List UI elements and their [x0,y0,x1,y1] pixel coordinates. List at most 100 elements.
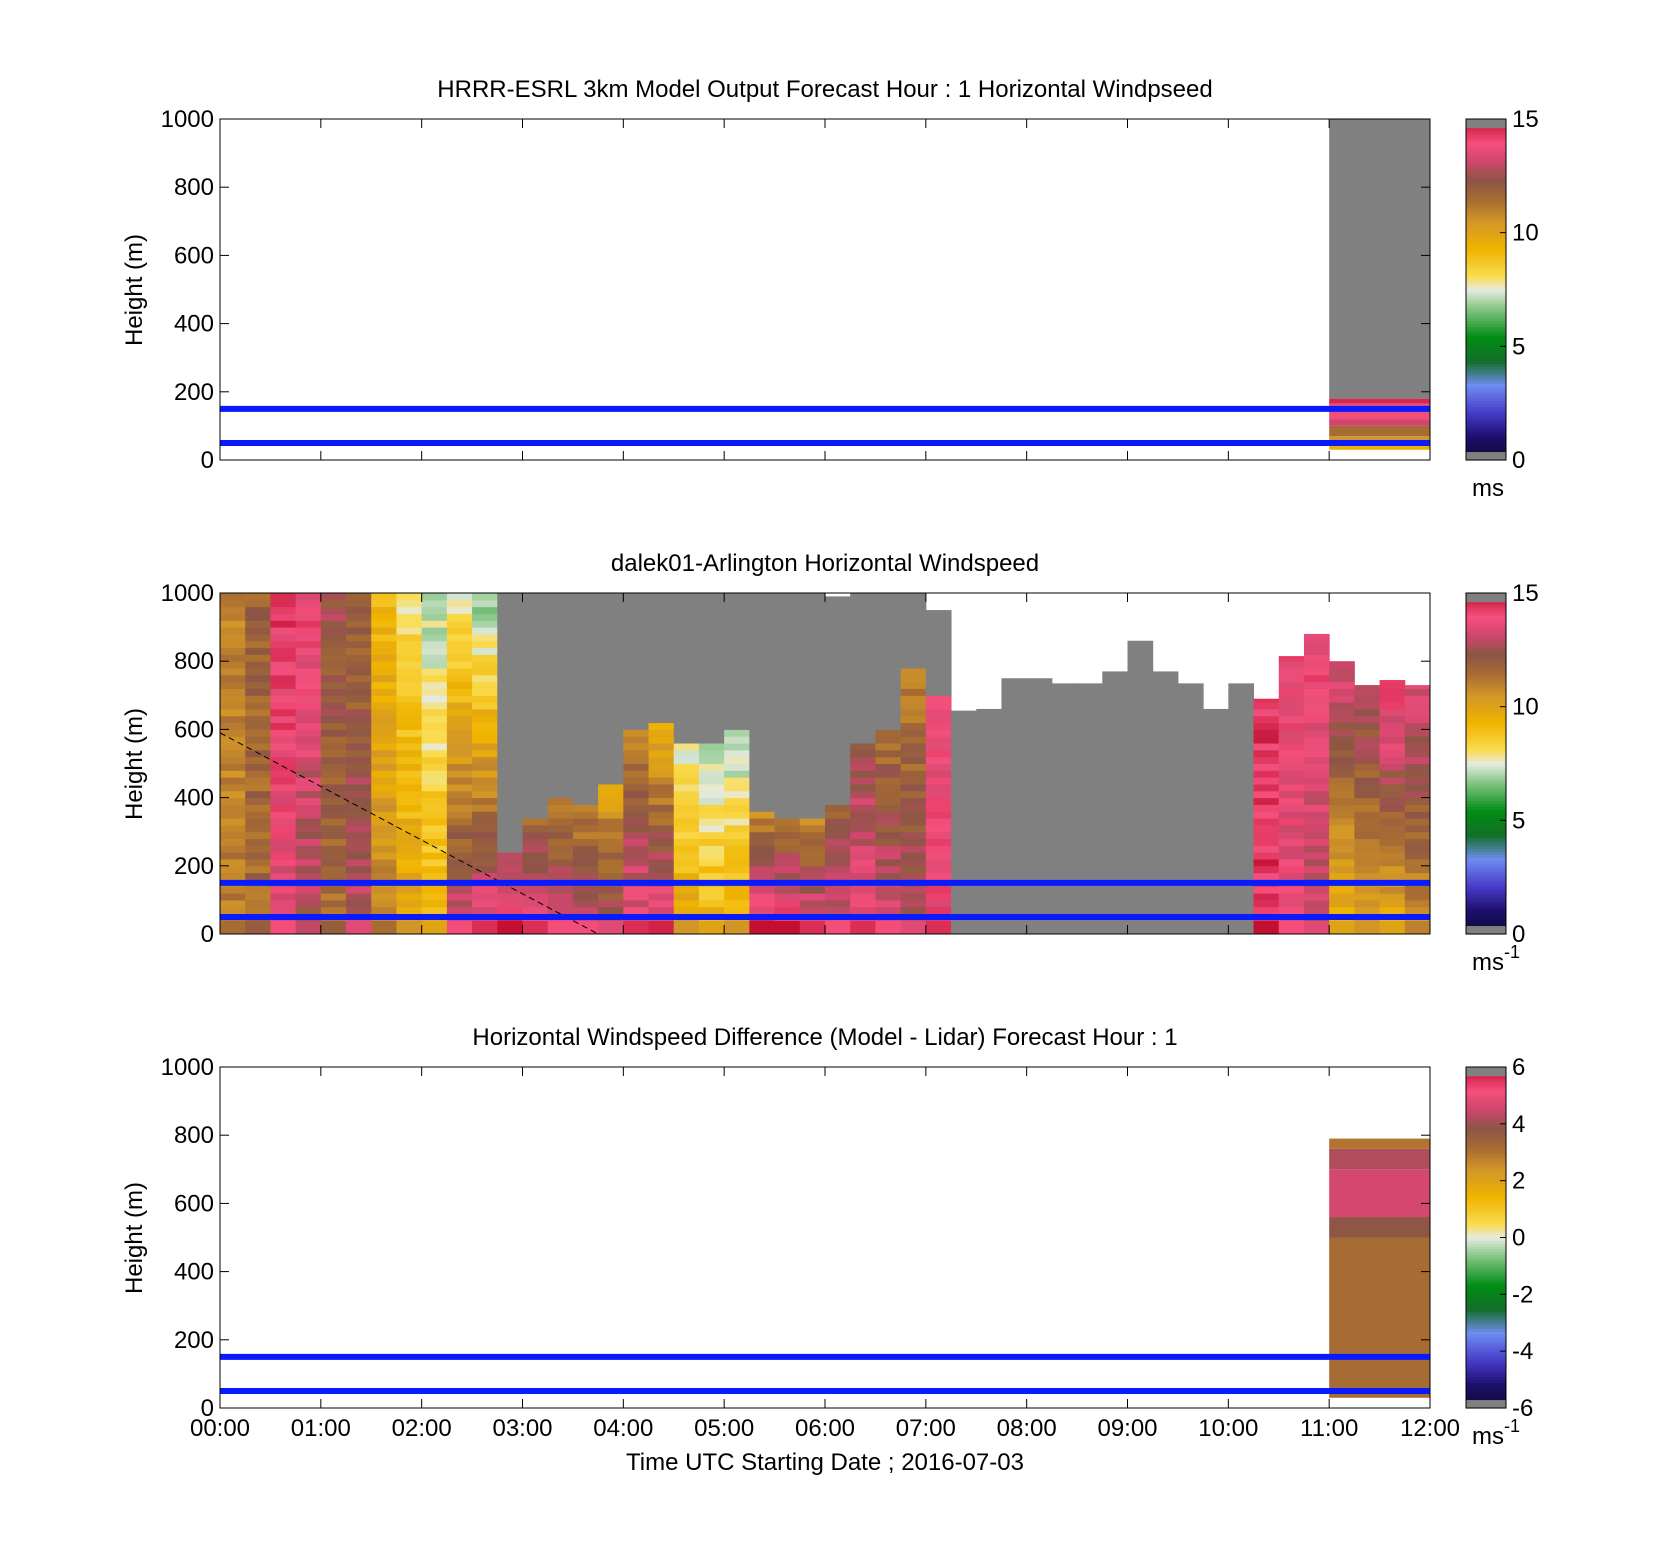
colorbar-segment [1466,604,1506,608]
heatmap-cell [497,824,523,833]
heatmap-cell [1152,811,1179,819]
heatmap-cell [1379,783,1406,792]
heatmap-cell [1026,722,1053,730]
heatmap-cell [825,661,851,669]
heatmap-cell [1177,920,1204,928]
heatmap-cell [825,770,851,778]
heatmap-cell [1152,729,1179,737]
heatmap-cell [925,920,952,928]
heatmap-cell [371,770,397,778]
panel-lidar: dalek01-Arlington Horizontal Windspeed H… [121,550,1539,976]
heatmap-cell [850,654,876,662]
heatmap-cell [346,593,372,601]
heatmap-cell [900,749,927,758]
heatmap-cell [472,899,498,908]
heatmap-cell [623,688,650,696]
colorbar-segment [1466,221,1506,225]
heatmap-cell [1404,708,1430,717]
colorbar-segment [1466,1072,1506,1077]
heatmap-cell [799,858,826,867]
heatmap-cell [1127,824,1154,833]
colorbar-segment [1466,431,1506,436]
heatmap-cell [1278,858,1305,867]
heatmap-cell [774,756,801,764]
colorbar-segment [1466,388,1506,393]
heatmap-cell [598,593,624,601]
colorbar-segment [1466,1155,1506,1159]
heatmap-cell [1303,756,1330,764]
heatmap-cell [220,763,246,771]
heatmap-cell [1051,722,1078,730]
heatmap-cell [472,749,498,758]
colorbar-segment [1466,897,1506,901]
heatmap-cell [245,886,271,894]
heatmap-cell [1278,736,1305,744]
heatmap-cell [825,647,851,655]
heatmap-cell [900,668,927,676]
heatmap-cell [1404,920,1430,928]
colorbar-segment [1466,709,1506,713]
heatmap-cell [472,845,498,853]
heatmap-cell [547,865,574,874]
heatmap-cell [295,722,322,730]
colorbar-segment [1466,1342,1506,1347]
heatmap-cell [371,593,397,601]
heatmap-cell [1177,736,1204,744]
heatmap-cell [799,722,826,730]
heatmap-cell [1051,708,1078,717]
heatmap-cell [698,756,725,764]
heatmap-cell [698,804,725,812]
heatmap-cell [572,893,599,901]
heatmap-cell [623,633,650,642]
heatmap-cell [749,674,776,683]
heatmap-cell [1228,872,1255,880]
heatmap-cell [623,729,650,737]
heatmap-cell [1203,797,1229,805]
heatmap-cell [925,858,952,867]
heatmap-cell [396,845,423,853]
heatmap-cell [1253,743,1280,751]
heatmap-cell [572,920,599,928]
heatmap-cell [799,695,826,703]
heatmap-cell [1102,715,1128,724]
heatmap-cell [976,824,1002,833]
colorbar-segment [1466,1288,1506,1293]
colorbar-segment [1466,882,1506,887]
heatmap-cell [799,777,826,785]
heatmap-cell [1001,783,1028,792]
heatmap-cell [295,783,322,792]
heatmap-cell [774,743,801,751]
heatmap-cell [900,852,927,860]
heatmap-cell [1278,763,1305,771]
colorbar-segment [1466,275,1506,279]
heatmap-cell [1404,906,1430,915]
heatmap-cell [522,633,549,642]
heatmap-cell [623,899,650,908]
colorbar-segment [1466,383,1506,387]
colorbar-segment [1466,1302,1506,1307]
heatmap-cell [371,743,397,751]
colorbar-segment [1466,794,1506,799]
heatmap-cell [320,770,347,778]
heatmap-cell [1077,865,1103,874]
heatmap-cell [799,729,826,737]
heatmap-cell [1077,783,1103,792]
heatmap-cell [220,906,246,915]
heatmap-cell [623,702,650,710]
heatmap-cell [724,852,750,860]
heatmap-cell [547,811,574,819]
heatmap-cell [698,872,725,880]
heatmap-cell [976,838,1002,846]
heatmap-cell [1152,893,1179,901]
heatmap-cell [825,838,851,846]
colorbar-segment [1466,1140,1506,1145]
colorbar-segment [1466,286,1506,291]
heatmap-cell [547,647,574,655]
heatmap-cell [497,777,523,785]
heatmap-cell [396,688,423,696]
heatmap-cell [472,681,498,689]
panel-difference: Horizontal Windspeed Difference (Model -… [121,1024,1533,1476]
heatmap-cell [446,640,473,649]
heatmap-cell [825,811,851,819]
colorbar-segment [1466,366,1506,370]
